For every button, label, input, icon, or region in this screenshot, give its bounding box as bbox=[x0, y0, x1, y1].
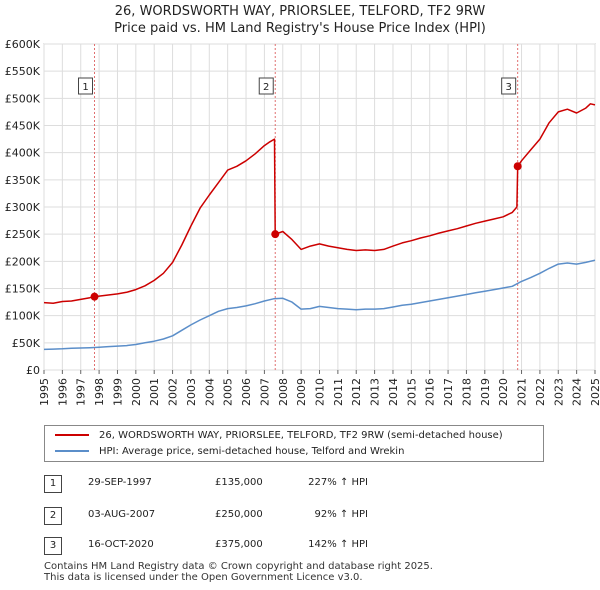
transaction-marker-label: 2 bbox=[263, 82, 269, 93]
chart-title: 26, WORDSWORTH WAY, PRIORSLEE, TELFORD, … bbox=[114, 4, 486, 19]
y-tick-label: £550K bbox=[5, 65, 41, 78]
transaction-price: £250,000 bbox=[215, 509, 263, 520]
y-tick-label: £100K bbox=[5, 310, 41, 323]
y-tick-label: £50K bbox=[12, 337, 41, 350]
y-tick-label: £400K bbox=[5, 147, 41, 160]
transaction-point bbox=[90, 292, 99, 301]
x-tick-label: 2010 bbox=[314, 378, 327, 406]
x-tick-label: 1997 bbox=[75, 378, 88, 406]
y-tick-label: £350K bbox=[5, 174, 41, 187]
x-tick-label: 2007 bbox=[258, 378, 271, 406]
legend-swatch-price bbox=[55, 434, 89, 436]
x-tick-label: 1995 bbox=[38, 378, 51, 406]
transaction-marker-box bbox=[501, 77, 517, 95]
footer-copyright: Contains HM Land Registry data © Crown c… bbox=[44, 561, 433, 572]
price-paid-line bbox=[43, 103, 596, 304]
transaction-point bbox=[513, 162, 522, 171]
x-tick-label: 2005 bbox=[222, 378, 235, 406]
x-tick-label: 2002 bbox=[167, 378, 180, 406]
x-tick-label: 2009 bbox=[295, 378, 308, 406]
transaction-marker-box bbox=[258, 77, 274, 95]
y-tick-label: £300K bbox=[5, 201, 41, 214]
y-tick-label: £200K bbox=[5, 255, 41, 268]
y-tick-label: £600K bbox=[5, 38, 41, 51]
x-tick-label: 2003 bbox=[185, 378, 198, 406]
x-tick-label: 2015 bbox=[405, 378, 418, 406]
transaction-number: 3 bbox=[44, 537, 62, 555]
transaction-date: 03-AUG-2007 bbox=[88, 509, 156, 520]
legend-item-hpi: HPI: Average price, semi-detached house,… bbox=[55, 445, 404, 459]
x-tick-label: 2022 bbox=[534, 378, 547, 406]
transaction-point bbox=[271, 230, 280, 239]
legend-label-hpi: HPI: Average price, semi-detached house,… bbox=[99, 446, 405, 457]
transaction-price: £375,000 bbox=[215, 539, 263, 550]
y-tick-label: £0 bbox=[26, 364, 40, 377]
x-tick-label: 1999 bbox=[111, 378, 124, 406]
transaction-marker-label: 3 bbox=[505, 82, 511, 93]
chart-legend: 26, WORDSWORTH WAY, PRIORSLEE, TELFORD, … bbox=[44, 425, 544, 462]
x-tick-label: 2020 bbox=[497, 378, 510, 406]
x-tick-label: 2012 bbox=[350, 378, 363, 406]
x-tick-label: 1996 bbox=[56, 378, 69, 406]
transaction-marker-label: 1 bbox=[82, 82, 88, 93]
x-tick-label: 2019 bbox=[479, 378, 492, 406]
x-tick-label: 2025 bbox=[589, 378, 600, 406]
transaction-number: 1 bbox=[44, 475, 62, 493]
x-tick-label: 2014 bbox=[387, 378, 400, 406]
y-tick-label: £150K bbox=[5, 283, 41, 296]
x-tick-label: 2024 bbox=[571, 378, 584, 406]
chart-area: £0 £50K £100K £150K £200K £250K £300K £350K £400… bbox=[5, 38, 600, 406]
transaction-hpi: 142% ↑ HPI bbox=[308, 539, 368, 550]
transaction-date: 16-OCT-2020 bbox=[88, 539, 154, 550]
legend-item-price: 26, WORDSWORTH WAY, PRIORSLEE, TELFORD, … bbox=[55, 429, 503, 443]
x-tick-label: 2017 bbox=[442, 378, 455, 406]
transaction-price: £135,000 bbox=[215, 477, 263, 488]
legend-label-price: 26, WORDSWORTH WAY, PRIORSLEE, TELFORD, … bbox=[99, 430, 503, 441]
x-tick-label: 2021 bbox=[516, 378, 529, 406]
hpi-line bbox=[43, 259, 596, 351]
y-tick-label: £250K bbox=[5, 228, 41, 241]
x-tick-label: 2004 bbox=[203, 378, 216, 406]
legend-swatch-hpi bbox=[55, 450, 89, 452]
x-tick-label: 2023 bbox=[552, 378, 565, 406]
footer-licence: This data is licensed under the Open Gov… bbox=[44, 572, 363, 583]
transaction-hpi: 92% ↑ HPI bbox=[314, 509, 368, 520]
chart-subtitle: Price paid vs. HM Land Registry's House … bbox=[114, 21, 486, 36]
transaction-hpi: 227% ↑ HPI bbox=[308, 477, 368, 488]
x-tick-label: 2011 bbox=[332, 378, 345, 406]
x-tick-label: 2016 bbox=[424, 378, 437, 406]
transaction-number: 2 bbox=[44, 507, 62, 525]
x-tick-label: 2018 bbox=[460, 378, 473, 406]
x-tick-label: 1998 bbox=[93, 378, 106, 406]
x-tick-label: 2008 bbox=[277, 378, 290, 406]
x-tick-label: 2013 bbox=[369, 378, 382, 406]
y-tick-label: £450K bbox=[5, 120, 41, 133]
transaction-date: 29-SEP-1997 bbox=[88, 477, 152, 488]
x-tick-label: 2000 bbox=[130, 378, 143, 406]
x-tick-label: 2006 bbox=[240, 378, 253, 406]
x-tick-label: 2001 bbox=[148, 378, 161, 406]
transaction-marker-box bbox=[78, 77, 94, 95]
y-tick-label: £500K bbox=[5, 92, 41, 105]
